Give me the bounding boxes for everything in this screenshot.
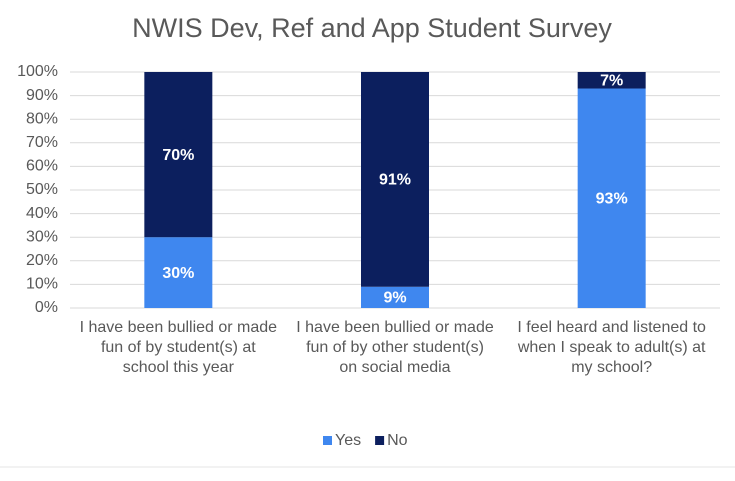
y-tick-label: 100% [17,63,58,80]
bar-segment [144,72,213,238]
data-label: 9% [383,290,406,307]
y-tick-label: 50% [26,181,58,198]
x-tick-label: I feel heard and listened to when I spea… [517,319,706,376]
legend-label: Yes [335,432,361,449]
y-tick-label: 60% [26,158,58,175]
chart-title: NWIS Dev, Ref and App Student Survey [132,13,612,43]
data-label: 93% [596,190,628,207]
legend-label: No [387,432,408,449]
data-label: 91% [379,172,411,189]
legend-swatch [323,436,332,445]
bar-segment [361,72,429,287]
data-label: 30% [162,265,194,282]
y-tick-label: 40% [26,205,58,222]
x-tick-label: I have been bullied or made fun of by ot… [296,319,494,376]
y-tick-label: 70% [26,134,58,151]
y-tick-label: 90% [26,87,58,104]
legend-swatch [375,436,385,445]
y-tick-label: 80% [26,110,58,127]
bar-segment [577,72,646,89]
x-tick-label: I have been bullied or made fun of by st… [79,319,278,376]
bar-segment [361,286,429,308]
y-tick-label: 10% [26,276,58,293]
data-label: 7% [600,72,623,89]
y-tick-label: 30% [26,228,58,245]
bar-segment [144,237,213,308]
data-label: 70% [162,147,194,164]
y-tick-label: 20% [26,252,58,269]
y-tick-label: 0% [35,299,58,316]
bar-segment [577,88,646,309]
